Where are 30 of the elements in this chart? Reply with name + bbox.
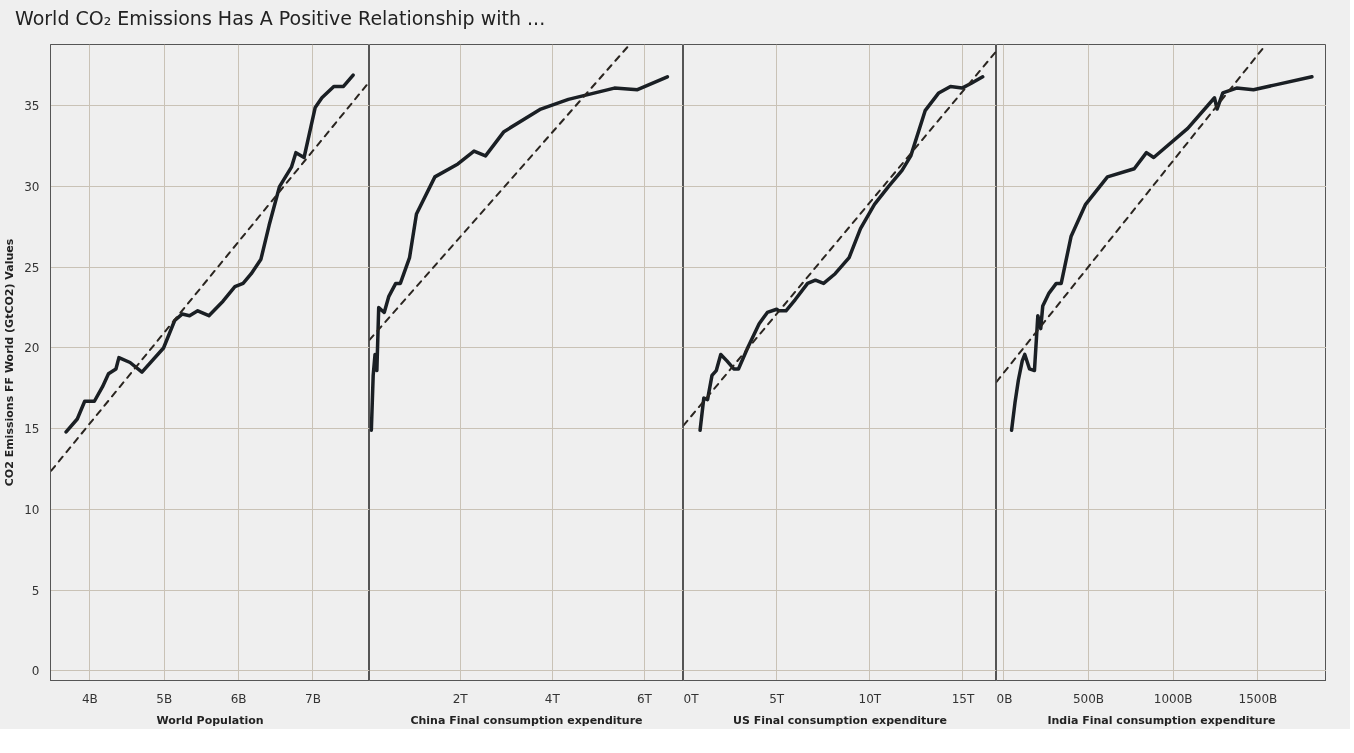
x-tick-label: 15T bbox=[951, 691, 975, 706]
chart-title: World CO₂ Emissions Has A Positive Relationship with ... bbox=[15, 6, 546, 31]
line-series bbox=[64, 73, 355, 434]
x-tick-label: 10T bbox=[858, 691, 882, 706]
x-tick-label: 6T bbox=[636, 691, 653, 706]
y-tick-label: 25 bbox=[24, 260, 40, 275]
y-tick-label: 20 bbox=[24, 341, 40, 356]
x-tick-label: 500B bbox=[1072, 691, 1105, 706]
x-axis-title: China Final consumption expenditure bbox=[410, 713, 643, 727]
y-tick-label: 0 bbox=[31, 664, 40, 679]
y-tick-label: 15 bbox=[24, 422, 40, 437]
y-tick-label: 30 bbox=[24, 180, 40, 195]
y-tick-label: 5 bbox=[31, 583, 40, 598]
x-tick-label: 1500B bbox=[1238, 691, 1278, 706]
x-tick-label: 4T bbox=[544, 691, 561, 706]
y-tick-label: 10 bbox=[24, 502, 40, 517]
x-tick-label: 6B bbox=[230, 691, 247, 706]
x-tick-label: 0T bbox=[683, 691, 700, 706]
x-axis-title: World Population bbox=[156, 713, 264, 727]
x-tick-label: 1000B bbox=[1153, 691, 1193, 706]
y-tick-label: 35 bbox=[24, 99, 40, 114]
x-tick-label: 5T bbox=[769, 691, 785, 706]
x-axis-title: US Final consumption expenditure bbox=[732, 713, 948, 727]
x-tick-label: 2T bbox=[452, 691, 469, 706]
x-tick-label: 4B bbox=[81, 691, 98, 706]
x-axis-title: India Final consumption expenditure bbox=[1047, 713, 1276, 727]
y-axis-title: CO2 Emissions FF World (GtCO2) Values bbox=[3, 238, 17, 487]
x-tick-label: 7B bbox=[305, 691, 321, 706]
x-tick-label: 0B bbox=[996, 691, 1013, 706]
x-tick-label: 5B bbox=[156, 691, 173, 706]
